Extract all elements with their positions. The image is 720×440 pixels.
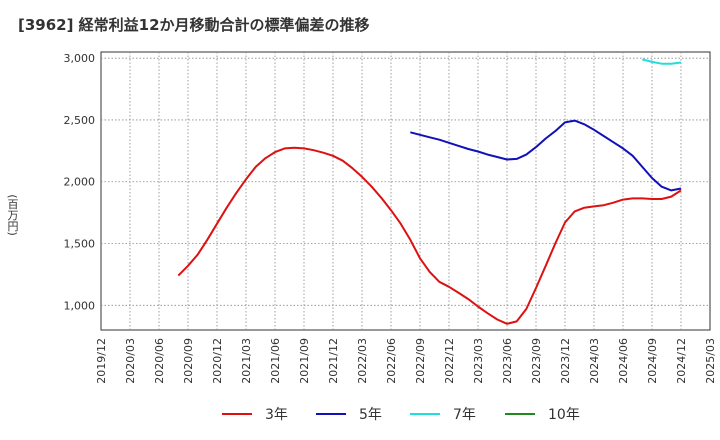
x-tick-label: 2021/03 [240, 338, 253, 384]
x-tick-labels: 2019/12 2020/03 2020/06 2020/09 2020/12 2021/… [95, 338, 717, 384]
y-tick-label: 1,500 [64, 238, 96, 251]
x-tick-label: 2019/12 [95, 338, 108, 384]
x-tick-label: 2024/06 [617, 338, 630, 384]
y-axis-label: (百万円) [6, 194, 19, 236]
series-lines [177, 58, 682, 325]
x-tick-label: 2020/09 [182, 338, 195, 384]
x-tick-label: 2020/12 [211, 338, 224, 384]
series-line [642, 58, 682, 65]
x-tick-label: 2024/09 [646, 338, 659, 384]
x-tick-label: 2020/03 [124, 338, 137, 384]
y-tick-label: 3,000 [64, 52, 96, 65]
x-tick-label: 2022/12 [443, 338, 456, 384]
x-tick-label: 2021/09 [298, 338, 311, 384]
x-tick-label: 2022/03 [356, 338, 369, 384]
chart-title: [3962] 経常利益12か月移動合計の標準偏差の推移 [18, 16, 370, 34]
legend-label: 5年 [359, 407, 382, 423]
legend-label: 7年 [453, 407, 476, 423]
x-tick-label: 2022/09 [414, 338, 427, 384]
x-tick-label: 2023/09 [530, 338, 543, 384]
x-tick-label: 2023/06 [501, 338, 514, 384]
series-line [410, 119, 682, 192]
x-tick-label: 2024/03 [588, 338, 601, 384]
x-tick-label: 2024/12 [675, 338, 688, 384]
x-tick-label: 2020/06 [153, 338, 166, 384]
series-line [177, 146, 682, 325]
legend-label: 10年 [548, 407, 580, 423]
y-tick-label: 1,000 [64, 299, 96, 312]
x-tick-label: 2023/12 [559, 338, 572, 384]
y-tick-label: 2,000 [64, 176, 96, 189]
plot-area [100, 51, 711, 331]
x-tick-label: 2022/06 [385, 338, 398, 384]
legend-label: 3年 [265, 407, 288, 423]
x-tick-label: 2023/03 [472, 338, 485, 384]
y-tick-label: 2,500 [64, 114, 96, 127]
x-tick-label: 2021/06 [269, 338, 282, 384]
y-tick-labels: 1,000 1,500 2,000 2,500 3,000 [64, 52, 96, 312]
legend: 3年 5年 7年 10年 [222, 407, 580, 423]
x-tick-label: 2025/03 [704, 338, 717, 384]
grid [101, 52, 710, 330]
x-tick-label: 2021/12 [327, 338, 340, 384]
